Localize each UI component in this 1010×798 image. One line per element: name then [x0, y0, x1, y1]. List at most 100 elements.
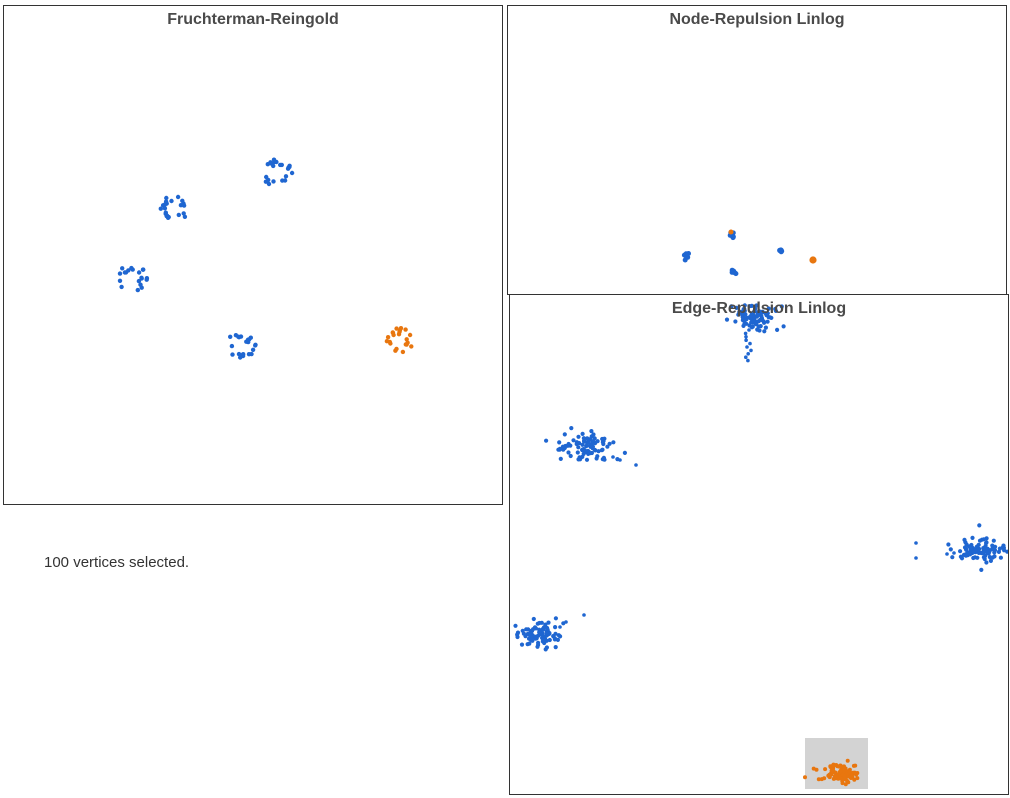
vertex[interactable] — [576, 434, 581, 439]
vertex[interactable] — [552, 636, 557, 641]
vertex[interactable] — [948, 547, 953, 552]
vertex[interactable] — [553, 631, 558, 636]
vertex[interactable] — [842, 777, 847, 782]
vertex[interactable] — [135, 287, 140, 293]
vertex[interactable] — [576, 457, 581, 462]
vertex[interactable] — [607, 441, 612, 446]
vertex[interactable] — [541, 625, 547, 630]
vertex[interactable] — [530, 638, 535, 643]
vertex[interactable] — [739, 309, 744, 314]
vertex[interactable] — [816, 777, 821, 782]
vertex[interactable] — [528, 633, 533, 638]
vertex[interactable] — [515, 634, 520, 640]
vertex[interactable] — [285, 166, 291, 171]
vertex[interactable] — [524, 627, 529, 632]
vertex[interactable] — [250, 347, 256, 352]
vertex[interactable] — [536, 640, 541, 645]
vertex[interactable] — [611, 455, 615, 459]
vertex[interactable] — [566, 441, 571, 447]
vertex[interactable] — [977, 538, 983, 543]
vertex[interactable] — [162, 202, 168, 207]
graph-canvas[interactable] — [508, 6, 1007, 295]
vertex[interactable] — [241, 352, 246, 357]
vertex[interactable] — [849, 773, 854, 778]
vertex[interactable] — [283, 174, 289, 179]
vertex[interactable] — [1005, 549, 1009, 554]
vertex[interactable] — [537, 630, 542, 635]
vertex[interactable] — [950, 555, 955, 560]
vertex[interactable] — [557, 446, 562, 451]
vertex[interactable] — [778, 247, 784, 253]
vertex[interactable] — [546, 620, 551, 625]
vertex[interactable] — [843, 767, 848, 772]
vertex[interactable] — [730, 235, 736, 241]
vertex[interactable] — [982, 556, 987, 562]
vertex[interactable] — [842, 764, 846, 769]
vertex[interactable] — [838, 768, 843, 773]
vertex[interactable] — [968, 552, 973, 557]
vertex[interactable] — [758, 324, 763, 329]
vertex[interactable] — [618, 458, 622, 462]
vertex[interactable] — [236, 334, 241, 339]
vertex[interactable] — [852, 777, 857, 782]
vertex[interactable] — [746, 358, 750, 363]
vertex[interactable] — [228, 334, 233, 339]
vertex[interactable] — [122, 270, 128, 275]
vertex[interactable] — [833, 770, 838, 775]
vertex[interactable] — [753, 322, 758, 327]
vertex[interactable] — [271, 157, 277, 162]
vertex[interactable] — [748, 341, 752, 346]
vertex[interactable] — [400, 349, 406, 355]
vertex[interactable] — [547, 637, 552, 643]
vertex[interactable] — [588, 451, 593, 456]
vertex[interactable] — [622, 450, 627, 455]
vertex[interactable] — [979, 567, 984, 572]
vertex[interactable] — [181, 211, 186, 216]
vertex[interactable] — [581, 436, 586, 441]
vertex[interactable] — [822, 776, 827, 781]
vertex[interactable] — [611, 440, 616, 445]
vertex[interactable] — [734, 305, 739, 310]
vertex[interactable] — [575, 450, 580, 455]
graph-canvas[interactable] — [510, 295, 1009, 795]
vertex[interactable] — [744, 338, 748, 342]
vertex[interactable] — [266, 181, 272, 187]
vertex[interactable] — [765, 311, 770, 316]
vertex[interactable] — [759, 314, 764, 319]
vertex[interactable] — [531, 616, 536, 622]
edge-repulsion-linlog-panel[interactable]: Edge-Repulsion Linlog — [509, 294, 1009, 795]
vertex[interactable] — [588, 443, 593, 448]
vertex[interactable] — [589, 429, 594, 434]
vertex[interactable] — [983, 543, 988, 548]
vertex[interactable] — [576, 445, 581, 450]
vertex[interactable] — [169, 198, 174, 204]
vertex[interactable] — [830, 763, 835, 768]
vertex[interactable] — [749, 348, 753, 353]
vertex[interactable] — [407, 332, 413, 338]
vertex[interactable] — [592, 447, 597, 452]
vertex[interactable] — [811, 766, 816, 771]
vertex[interactable] — [990, 543, 995, 548]
vertex[interactable] — [773, 308, 778, 313]
vertex[interactable] — [970, 535, 975, 540]
vertex[interactable] — [984, 560, 989, 565]
vertex[interactable] — [747, 328, 751, 332]
vertex[interactable] — [992, 554, 997, 559]
node-repulsion-linlog-panel[interactable]: Node-Repulsion Linlog — [507, 5, 1007, 295]
vertex[interactable] — [742, 303, 747, 308]
vertex[interactable] — [253, 342, 258, 347]
vertex[interactable] — [138, 282, 143, 287]
vertex[interactable] — [396, 332, 402, 337]
vertex[interactable] — [560, 444, 565, 449]
vertex[interactable] — [595, 454, 600, 459]
vertex[interactable] — [537, 620, 542, 626]
vertex[interactable] — [126, 268, 131, 273]
vertex[interactable] — [974, 544, 980, 549]
vertex[interactable] — [265, 162, 270, 167]
vertex[interactable] — [750, 312, 756, 317]
vertex[interactable] — [728, 229, 734, 235]
vertex[interactable] — [525, 642, 530, 647]
vertex[interactable] — [569, 426, 574, 431]
vertex[interactable] — [584, 449, 589, 454]
vertex[interactable] — [997, 546, 1002, 551]
